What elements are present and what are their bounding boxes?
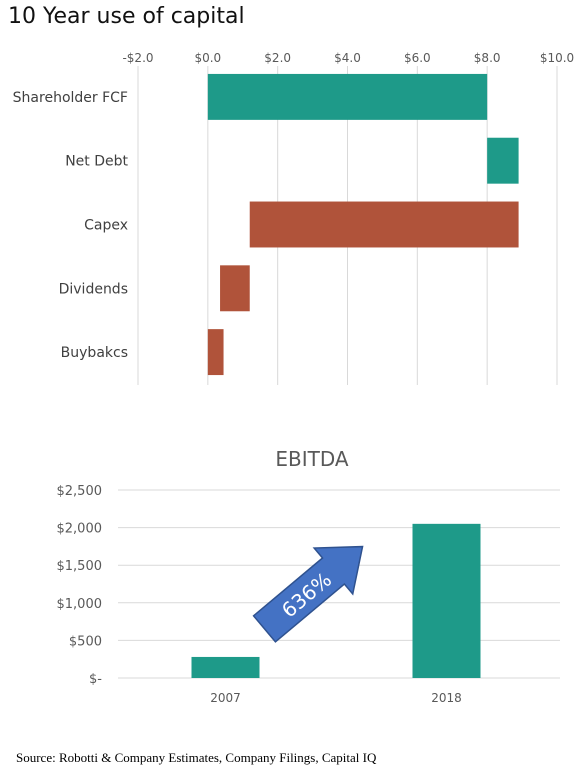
y-tick-label: $2,000 — [57, 522, 103, 537]
x-tick-label: $10.0 — [540, 51, 574, 65]
category-label: Capex — [84, 218, 128, 234]
bar — [249, 201, 519, 248]
y-tick-label: $1,500 — [57, 559, 103, 574]
x-tick-label: $0.0 — [194, 51, 221, 65]
y-tick-label: $500 — [69, 634, 102, 649]
x-tick-label: $4.0 — [334, 51, 361, 65]
source-note: Source: Robotti & Company Estimates, Com… — [16, 750, 377, 765]
arrow-shape — [252, 545, 364, 643]
ebitda-chart: EBITDA $- $500 $1,000 $1,500 $2,000 $2,500 2007… — [57, 447, 560, 705]
x-tick-label: -$2.0 — [122, 51, 153, 65]
y-tick-label: $- — [89, 672, 102, 687]
category-label: Net Debt — [65, 154, 128, 170]
chart-title: EBITDA — [275, 447, 349, 471]
x-tick-label: $2.0 — [264, 51, 291, 65]
bar — [207, 73, 488, 120]
page-title: 10 Year use of capital — [8, 4, 245, 29]
growth-arrow: 636% — [252, 545, 364, 643]
category-label: Dividends — [59, 281, 128, 297]
bar — [220, 265, 250, 312]
use-of-capital-chart: -$2.0 $0.0 $2.0 $4.0 $6.0 $8.0 $10.0 Shareholde… — [13, 51, 574, 385]
y-tick-label: $1,000 — [57, 597, 103, 612]
bar — [412, 523, 481, 678]
y-tick-label: $2,500 — [57, 484, 103, 499]
bar — [191, 656, 260, 678]
category-label: Shareholder FCF — [13, 90, 128, 106]
bar — [207, 329, 224, 376]
category-label: Buybakcs — [61, 345, 128, 361]
bar — [487, 137, 519, 184]
x-tick-label: $8.0 — [474, 51, 501, 65]
x-tick-label: 2007 — [210, 691, 241, 705]
x-tick-label: $6.0 — [404, 51, 431, 65]
x-tick-label: 2018 — [431, 691, 462, 705]
